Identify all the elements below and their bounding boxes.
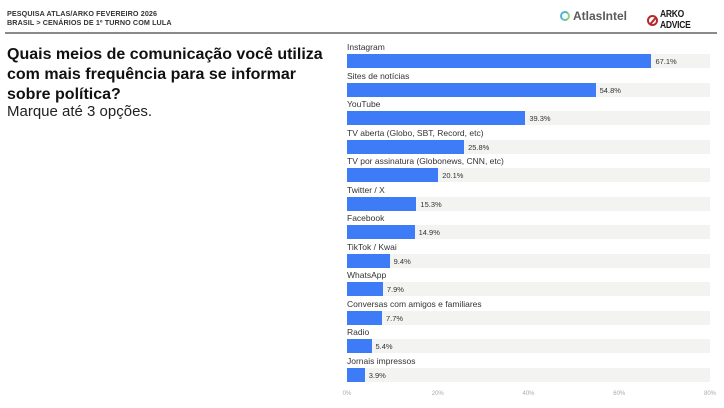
bar-row: WhatsApp 7.9%: [347, 270, 717, 299]
atlasintel-logo-text: AtlasIntel: [573, 9, 628, 23]
bar-label: Instagram: [347, 42, 385, 52]
bar-label: Jornais impressos: [347, 355, 416, 366]
bar-label: TV por assinatura (Globonews, CNN, etc): [347, 156, 504, 166]
bar-value: 14.9%: [418, 228, 440, 237]
bar-chart: Instagram 67.1% Sites de notícias 54.8% YouT…: [347, 42, 717, 384]
atlasintel-logo-icon: [560, 11, 570, 21]
bar: [347, 282, 383, 296]
bar-value: 3.9%: [368, 370, 386, 380]
x-tick-label: 80%: [703, 391, 717, 397]
bar-track: [347, 196, 710, 211]
bar: [347, 168, 439, 182]
bar-value: 54.8%: [599, 85, 621, 95]
header-divider: [5, 32, 717, 34]
bar-label: TV aberta (Globo, SBT, Record, etc): [347, 127, 484, 138]
bar: [347, 310, 382, 325]
x-axis: 0% 20% 40% 60% 80%: [343, 391, 717, 403]
header-line-2: BRASIL > CENÁRIOS DE 1º TURNO COM LULA: [7, 18, 172, 27]
bar-row: YouTube 39.3%: [347, 99, 717, 128]
bar: [347, 139, 465, 154]
x-tick-label: 40%: [522, 391, 535, 397]
bar-label: WhatsApp: [347, 270, 387, 280]
bar-track: [347, 253, 710, 268]
arko-logo-icon: [647, 14, 658, 26]
bar-value: 5.4%: [375, 342, 393, 351]
bar-label: YouTube: [347, 99, 381, 109]
arko-logo-text: ARKO ADVICE: [659, 9, 691, 31]
bar-label: TikTok / Kwai: [347, 241, 397, 252]
bar-label: Conversas com amigos e familiares: [347, 298, 482, 309]
bar-row: Jornais impressos 3.9%: [347, 356, 717, 385]
bar: [347, 253, 390, 268]
bar: [347, 111, 526, 125]
arko-advice-logo: ARKO ADVICE: [647, 9, 724, 31]
bar-row: Twitter / X 15.3%: [347, 185, 717, 214]
bar-value: 15.3%: [420, 199, 442, 209]
bar: [347, 82, 596, 97]
bar-row: Sites de notícias 54.8%: [347, 71, 717, 100]
bar-label: Facebook: [347, 213, 385, 223]
question-title: Quais meios de comunicação você utiliza …: [7, 46, 323, 103]
bar-row: Instagram 67.1%: [347, 42, 717, 71]
bar-label: Twitter / X: [347, 184, 385, 195]
bar: [347, 225, 415, 239]
question-subtitle: Marque até 3 opções.: [7, 103, 153, 120]
x-tick-label: 0%: [342, 391, 352, 397]
bar-row: TV por assinatura (Globonews, CNN, etc) 2…: [347, 156, 717, 185]
bar-track: [347, 310, 710, 325]
bar-row: Facebook 14.9%: [347, 213, 717, 242]
bar: [347, 196, 417, 211]
bar-value: 25.8%: [468, 142, 490, 152]
bar-row: Radio 5.4%: [347, 327, 717, 356]
bar: [347, 367, 365, 382]
bar-row: TV aberta (Globo, SBT, Record, etc) 25.8%: [347, 128, 717, 157]
bar-label: Radio: [347, 327, 370, 337]
bar: [347, 54, 652, 68]
bar-label: Sites de notícias: [347, 70, 410, 81]
bar-value: 67.1%: [655, 57, 677, 66]
bar-track: [347, 339, 710, 353]
x-tick-label: 60%: [613, 391, 626, 397]
bar-track: [347, 367, 710, 382]
x-tick-label: 20%: [431, 391, 444, 397]
bar-value: 20.1%: [442, 171, 464, 180]
bar-value: 7.9%: [386, 285, 404, 294]
bar-value: 39.3%: [529, 114, 551, 123]
bar-track: [347, 282, 710, 296]
bar-value: 9.4%: [393, 256, 411, 266]
bar-row: TikTok / Kwai 9.4%: [347, 242, 717, 271]
bar-track: [347, 225, 710, 239]
header-line-1: PESQUISA ATLAS/ARKO FEVEREIRO 2026: [7, 9, 158, 18]
bar-row: Conversas com amigos e familiares 7.7%: [347, 299, 717, 328]
bar: [347, 339, 372, 353]
bar-value: 7.7%: [385, 313, 404, 323]
atlasintel-logo: AtlasIntel: [560, 9, 627, 23]
